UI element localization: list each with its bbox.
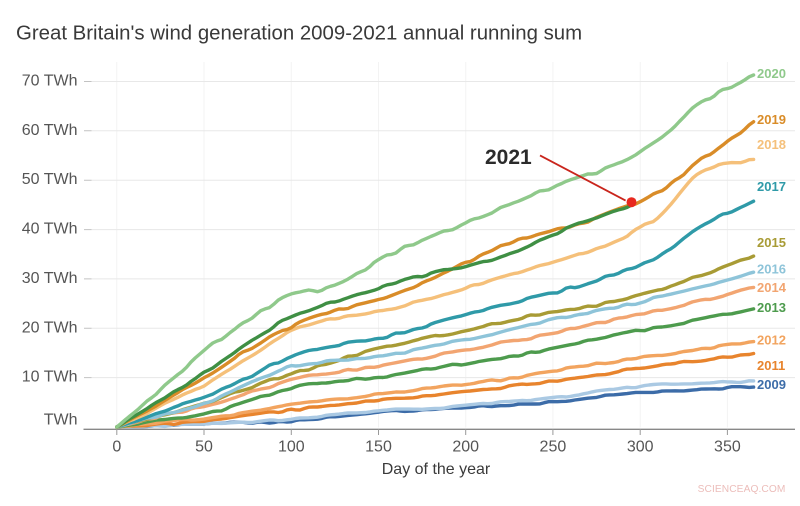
svg-text:2011: 2011 <box>757 358 785 373</box>
svg-text:300: 300 <box>627 439 654 456</box>
svg-text:2016: 2016 <box>757 262 786 277</box>
svg-text:70 TWh: 70 TWh <box>22 73 78 90</box>
svg-text:Day of the year: Day of the year <box>382 461 491 478</box>
svg-text:TWh: TWh <box>44 412 78 429</box>
svg-text:SCIENCEAQ.COM: SCIENCEAQ.COM <box>698 484 786 495</box>
svg-text:2018: 2018 <box>757 137 786 152</box>
svg-text:2021: 2021 <box>485 146 532 169</box>
svg-text:2014: 2014 <box>757 280 787 295</box>
svg-text:250: 250 <box>540 439 567 456</box>
svg-text:150: 150 <box>365 439 392 456</box>
svg-text:50 TWh: 50 TWh <box>22 171 78 188</box>
svg-text:2009: 2009 <box>757 377 786 392</box>
svg-text:Great Britain's wind generatio: Great Britain's wind generation 2009-202… <box>16 23 582 45</box>
svg-text:20 TWh: 20 TWh <box>22 319 78 336</box>
svg-text:60 TWh: 60 TWh <box>22 122 78 139</box>
svg-text:40 TWh: 40 TWh <box>22 221 78 238</box>
svg-text:2017: 2017 <box>757 179 786 194</box>
svg-text:200: 200 <box>452 439 479 456</box>
svg-text:50: 50 <box>195 439 213 456</box>
svg-text:2019: 2019 <box>757 112 786 127</box>
svg-text:2020: 2020 <box>757 66 786 81</box>
svg-text:0: 0 <box>112 439 121 456</box>
svg-text:350: 350 <box>714 439 741 456</box>
svg-text:2013: 2013 <box>757 300 786 315</box>
svg-text:30 TWh: 30 TWh <box>22 270 78 287</box>
svg-text:10 TWh: 10 TWh <box>22 369 78 386</box>
svg-text:2012: 2012 <box>757 333 786 348</box>
svg-text:100: 100 <box>278 439 305 456</box>
svg-text:2015: 2015 <box>757 235 786 250</box>
